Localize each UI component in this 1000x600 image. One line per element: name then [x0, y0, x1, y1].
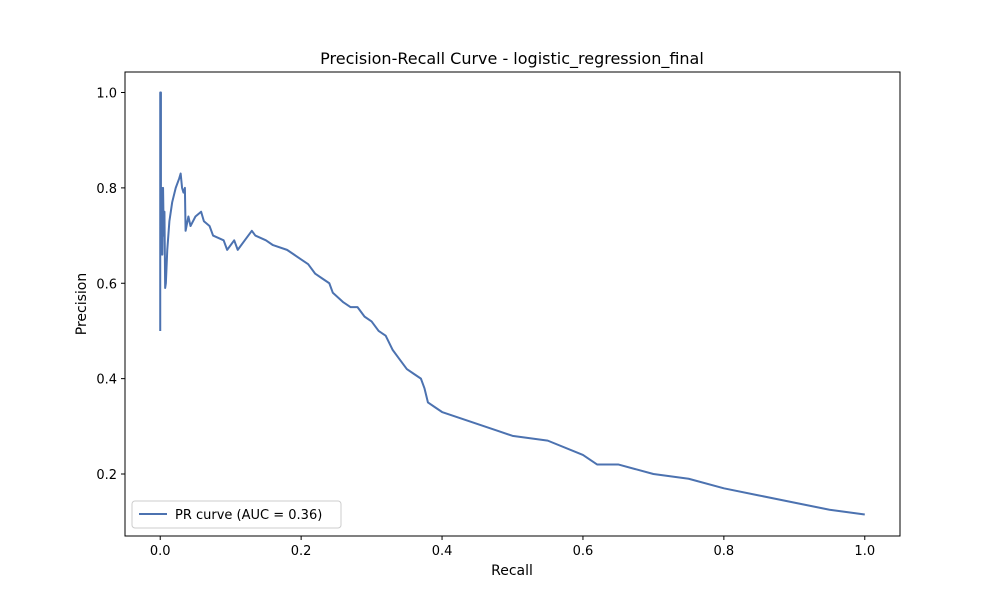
x-tick-label: 0.0	[150, 544, 171, 559]
y-tick-label: 0.4	[96, 373, 117, 388]
chart-title: Precision-Recall Curve - logistic_regres…	[320, 49, 704, 69]
legend-box	[131, 500, 342, 529]
y-tick-label: 1.0	[96, 87, 117, 102]
x-tick-label: 0.8	[714, 544, 735, 559]
x-tick-label: 0.2	[291, 544, 312, 559]
pr-curve-line	[159, 91, 865, 516]
legend-label: PR curve (AUC = 0.36)	[175, 508, 322, 523]
legend: PR curve (AUC = 0.36)	[131, 500, 342, 529]
y-tick-label: 0.6	[96, 277, 117, 292]
series-layer	[159, 91, 865, 516]
x-tick-label: 0.4	[432, 544, 453, 559]
plot-area	[125, 72, 900, 536]
y-tick-label: 0.8	[96, 182, 117, 197]
x-axis-label: Recall	[491, 563, 533, 579]
y-axis-label: Precision	[74, 273, 90, 335]
y-axis-ticks: 0.2 0.4 0.6 0.8 1.0	[96, 87, 125, 483]
x-axis-ticks: 0.0 0.2 0.4 0.6 0.8 1.0	[150, 536, 875, 559]
x-tick-label: 0.6	[573, 544, 594, 559]
y-tick-label: 0.2	[96, 468, 117, 483]
x-tick-label: 1.0	[854, 544, 875, 559]
plot-frame	[124, 71, 901, 537]
